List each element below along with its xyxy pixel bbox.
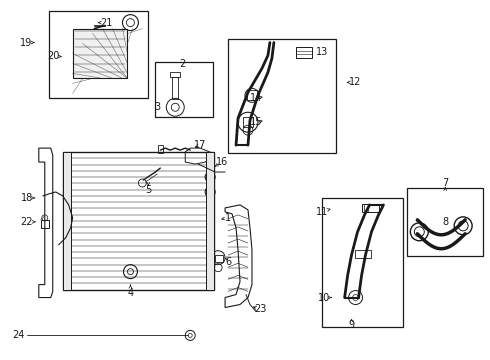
- Text: 17: 17: [194, 140, 206, 150]
- Bar: [155, 62, 213, 117]
- Text: 18: 18: [21, 193, 33, 203]
- Bar: [73, 28, 127, 78]
- Text: 6: 6: [225, 257, 231, 267]
- Text: 5: 5: [145, 185, 151, 195]
- Bar: [355, 250, 370, 258]
- Text: 21: 21: [100, 18, 113, 28]
- Text: 8: 8: [442, 217, 448, 227]
- Text: 15: 15: [250, 117, 262, 127]
- Bar: [322, 198, 403, 328]
- Bar: [215, 255, 223, 262]
- Bar: [158, 145, 163, 153]
- Bar: [228, 39, 336, 153]
- Text: 23: 23: [254, 305, 266, 315]
- Text: 3: 3: [154, 102, 160, 112]
- Bar: [63, 152, 71, 289]
- Bar: [407, 188, 483, 256]
- Bar: [63, 152, 214, 289]
- Bar: [172, 77, 178, 99]
- Bar: [296, 46, 312, 58]
- Text: 9: 9: [348, 320, 355, 330]
- Bar: [243, 117, 253, 127]
- Text: 2: 2: [179, 59, 185, 69]
- Text: 12: 12: [349, 77, 362, 87]
- Text: 1: 1: [225, 213, 231, 223]
- Bar: [41, 220, 49, 228]
- Text: 7: 7: [442, 178, 448, 188]
- Text: 10: 10: [318, 293, 330, 302]
- Text: 11: 11: [316, 207, 328, 217]
- Bar: [206, 152, 214, 289]
- Text: 22: 22: [21, 217, 33, 227]
- Text: 24: 24: [13, 330, 25, 341]
- Bar: [247, 90, 257, 100]
- Bar: [362, 204, 379, 212]
- Bar: [49, 11, 148, 98]
- Text: 14: 14: [250, 93, 262, 103]
- Text: 19: 19: [20, 37, 32, 48]
- Text: 20: 20: [48, 51, 60, 62]
- Bar: [171, 72, 180, 77]
- Text: 13: 13: [316, 48, 328, 58]
- Text: 4: 4: [127, 288, 133, 298]
- Text: 16: 16: [216, 157, 228, 167]
